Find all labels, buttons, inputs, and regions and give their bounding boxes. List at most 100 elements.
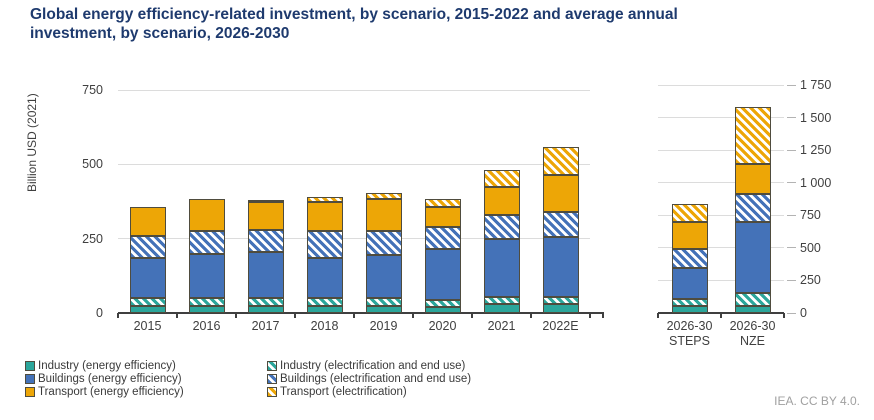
y-tick-label: 0 (96, 306, 103, 320)
bar-segment-buildings-hatch (483, 214, 520, 239)
bar-segment-buildings-solid (671, 268, 708, 300)
x-axis (118, 312, 604, 314)
bar-segment-transport-hatch (247, 199, 284, 202)
legend-column: Industry (electrification and end use) Bu… (267, 359, 471, 398)
x-axis-tick (235, 313, 237, 318)
y-tick-label: 1 750 (800, 78, 832, 92)
x-category-label: 2015 (118, 319, 177, 334)
right-chart-plot-area: 0 250 500 750 1 000 1 250 1 500 1 750 2026-30 STE… (657, 78, 831, 348)
legend-label: Industry (electrification and end use) (280, 359, 466, 372)
legend-label: Industry (energy efficiency) (38, 359, 176, 372)
gridline (658, 279, 784, 281)
bar-segment-industry-solid (734, 305, 771, 313)
bar-segment-industry-hatch (365, 298, 402, 306)
x-category-label: 2016 (177, 319, 236, 334)
legend-label: Transport (electrification) (280, 385, 407, 398)
x-category-label-line: 2015 (133, 319, 162, 333)
x-axis-tick (783, 313, 785, 318)
bar-segment-transport-solid (247, 201, 284, 230)
legend-swatch-buildings-solid (25, 373, 35, 384)
y-tick-mark (787, 117, 796, 119)
x-axis-tick (353, 313, 355, 318)
y-tick-mark (787, 182, 796, 184)
bar-segment-industry-solid (542, 304, 579, 313)
bar-segment-buildings-hatch (129, 235, 166, 258)
x-category-label-line: STEPS (669, 334, 710, 349)
bar-segment-transport-solid (365, 198, 402, 232)
x-axis-tick (471, 313, 473, 318)
x-category-label-line: 2026-30 (666, 319, 713, 333)
bar-segment-buildings-solid (365, 255, 402, 299)
legend-column: Industry (energy efficiency) Buildings (e… (25, 359, 184, 398)
bar-segment-buildings-solid (542, 237, 579, 297)
y-tick-mark (787, 84, 796, 86)
x-category-label-line: 2022E (542, 319, 579, 333)
bar-segment-buildings-solid (483, 238, 520, 297)
x-category-label-line: NZE (740, 334, 765, 349)
bar-segment-buildings-solid (424, 249, 461, 300)
bar-segment-industry-solid (188, 305, 225, 313)
legend-item: Buildings (electrification and end use) (267, 372, 471, 385)
bar-segment-transport-solid (483, 186, 520, 215)
legend-label: Buildings (electrification and end use) (280, 372, 472, 385)
x-axis-tick (117, 313, 119, 318)
bar-segment-transport-hatch (365, 192, 402, 199)
bar-segment-industry-solid (247, 305, 284, 313)
gridline (658, 84, 784, 86)
y-tick-label: 500 (82, 157, 103, 172)
x-category-label: 2021 (472, 319, 531, 334)
y-tick-label: 250 (800, 273, 821, 288)
y-axis-title: Billion USD (2021) (25, 93, 39, 192)
gridline (658, 214, 784, 216)
legend-item: Industry (electrification and end use) (267, 359, 471, 372)
bar-segment-transport-hatch (424, 198, 461, 208)
y-tick-mark (787, 214, 796, 216)
bar-segment-transport-solid (734, 163, 771, 195)
y-tick-label: 750 (82, 83, 103, 97)
x-axis-tick (602, 313, 604, 318)
x-category-label-line: 2021 (487, 319, 516, 333)
bar-segment-industry-solid (424, 307, 461, 313)
x-category-label: 2026-30 STEPS (658, 319, 721, 350)
bar-segment-transport-solid (424, 207, 461, 227)
x-category-label: 2020 (413, 319, 472, 334)
bar-segment-buildings-hatch (734, 194, 771, 222)
bar-segment-buildings-hatch (365, 231, 402, 256)
x-axis-tick (530, 313, 532, 318)
bar-segment-transport-solid (306, 201, 343, 232)
bar-segment-transport-solid (129, 207, 166, 236)
legend-item: Buildings (energy efficiency) (25, 372, 184, 385)
bar-segment-industry-hatch (188, 298, 225, 306)
legend-swatch-industry-hatch (267, 360, 277, 371)
gridline (118, 163, 590, 165)
bar-segment-buildings-hatch (424, 226, 461, 250)
x-category-label-line: 2016 (192, 319, 221, 333)
bar-segment-transport-hatch (671, 204, 708, 223)
legend-item: Transport (energy efficiency) (25, 385, 184, 398)
x-axis-tick (589, 313, 591, 318)
gridline (658, 149, 784, 151)
bar-segment-transport-hatch (734, 107, 771, 164)
bar-segment-industry-hatch (247, 298, 284, 306)
bar-segment-buildings-solid (129, 258, 166, 299)
gridline (658, 117, 784, 119)
bar-segment-transport-hatch (542, 146, 579, 175)
x-category-label: 2019 (354, 319, 413, 334)
x-category-label: 2017 (236, 319, 295, 334)
bar-segment-industry-hatch (424, 299, 461, 308)
attribution-text: IEA. CC BY 4.0. (774, 394, 860, 408)
x-category-label-line: 2017 (251, 319, 280, 333)
bar-segment-transport-solid (542, 174, 579, 212)
bar-segment-industry-solid (365, 305, 402, 313)
legend-label: Transport (energy efficiency) (38, 385, 184, 398)
y-tick-label: 1 500 (800, 110, 832, 125)
legend: Industry (energy efficiency) Buildings (e… (0, 359, 874, 401)
legend-swatch-transport-solid (25, 386, 35, 397)
bar-segment-industry-solid (483, 304, 520, 313)
bar-segment-buildings-solid (247, 252, 284, 299)
x-category-label-line: 2026-30 (729, 319, 776, 333)
x-category-label: 2022E (531, 319, 590, 334)
bar-segment-buildings-hatch (542, 211, 579, 238)
y-tick-label: 250 (82, 231, 103, 246)
